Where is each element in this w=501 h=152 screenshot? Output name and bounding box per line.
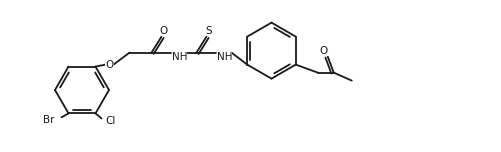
Text: O: O (159, 26, 167, 36)
Text: O: O (319, 46, 327, 56)
Text: O: O (105, 60, 113, 70)
Text: Cl: Cl (105, 116, 116, 126)
Text: NH: NH (216, 52, 232, 62)
Text: NH: NH (171, 52, 187, 62)
Text: S: S (205, 26, 211, 36)
Text: Br: Br (43, 115, 55, 125)
